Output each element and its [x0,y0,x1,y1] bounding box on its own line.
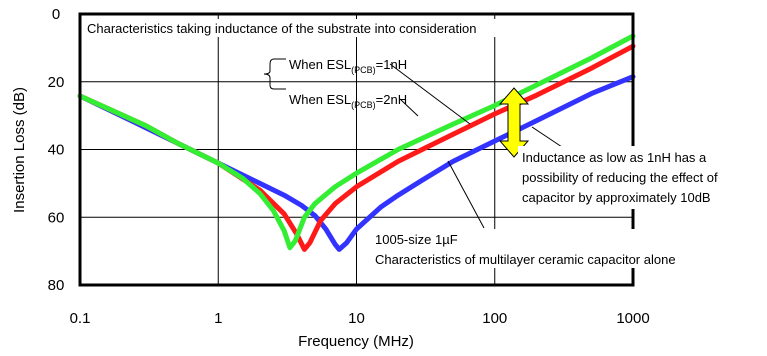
y-tick-label: 60 [48,209,65,226]
annotation-layer: Characteristics taking inductance of the… [84,19,767,268]
y-tick-label: 20 [48,74,65,91]
x-axis-label: Frequency (MHz) [298,333,414,350]
capacitor-note-line-2: Characteristics of multilayer ceramic ca… [375,252,676,267]
esl-2nh-label: When ESL(PCB)=2nH [289,92,407,110]
reduction-note-leader [531,126,563,148]
reduction-note-line-3: capacitor by approximately 10dB [522,190,711,205]
reduction-note-line-2: possibility of reducing the effect of [522,170,718,185]
esl-1nh-label: When ESL(PCB)=1nH [289,57,407,75]
chart-title: Characteristics taking inductance of the… [87,21,477,36]
reduction-double-arrow [498,87,530,158]
capacitor-note-line-1: 1005-size 1µF [375,232,458,247]
esl-1nh-base: When ESL [289,57,351,72]
esl-1nh-value: =1nH [376,57,407,72]
esl-1nh-subscript: (PCB) [351,65,376,75]
title-background [84,19,570,37]
y-axis-label: Insertion Loss (dB) [11,87,28,213]
series-lines [77,33,636,252]
esl-2nh-value: =2nH [376,92,407,107]
x-tick-label: 0.1 [70,310,91,327]
esl-2nh-subscript: (PCB) [351,100,376,110]
y-tick-label: 0 [52,6,60,23]
x-tick-label: 1 [214,310,222,327]
x-tick-label: 10 [348,310,365,327]
capacitor-note-leader [447,160,485,229]
axis-ticks: 0.1 1 10 100 1000 0 20 40 60 80 [48,6,650,327]
esl-2nh-leader [399,98,419,117]
esl-1nh-leader [389,63,471,125]
series-line-esl-1nh [77,33,636,251]
series-line-alone [77,74,636,252]
reduction-note-background [518,146,767,209]
y-tick-label: 80 [48,277,65,294]
x-tick-label: 1000 [616,310,649,327]
esl-brace [263,58,286,90]
capacitor-note-background [371,229,755,268]
y-tick-label: 40 [48,142,65,159]
reduction-note-line-1: Inductance as low as 1nH has a [522,150,707,165]
esl-2nh-base: When ESL [289,92,351,107]
x-tick-label: 100 [482,310,507,327]
